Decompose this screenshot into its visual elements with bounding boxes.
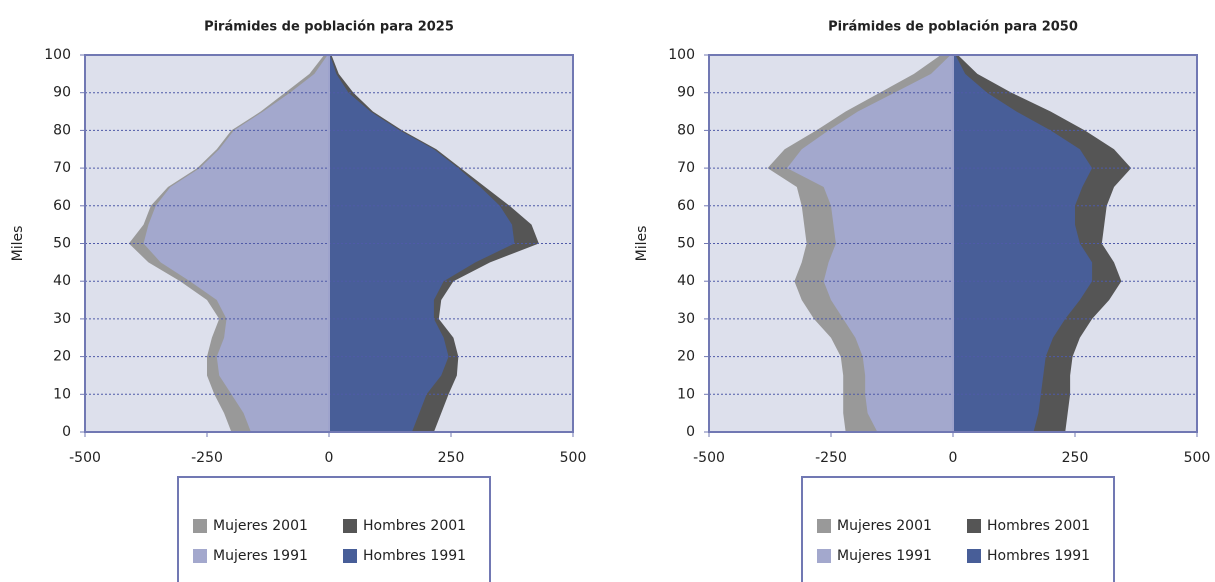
y-tick-label: 100 xyxy=(44,47,71,63)
x-tick-label: 0 xyxy=(325,450,334,466)
y-tick-label: 40 xyxy=(677,273,695,289)
x-tick-label: -500 xyxy=(693,450,725,466)
y-tick-label: 100 xyxy=(668,47,695,63)
y-tick-label: 30 xyxy=(53,311,71,327)
legend-label: Mujeres 1991 xyxy=(213,548,308,564)
y-axis-label: Miles xyxy=(634,226,650,262)
y-tick-label: 0 xyxy=(686,424,695,440)
y-tick-label: 60 xyxy=(677,198,695,214)
y-tick-label: 20 xyxy=(53,349,71,365)
y-tick-label: 40 xyxy=(53,273,71,289)
y-tick-label: 50 xyxy=(53,236,71,252)
y-tick-label: 80 xyxy=(677,122,695,138)
legend-swatch xyxy=(193,519,207,533)
y-tick-label: 0 xyxy=(62,424,71,440)
x-tick-label: -250 xyxy=(815,450,847,466)
x-tick-label: 0 xyxy=(949,450,958,466)
legend-label: Hombres 2001 xyxy=(987,518,1090,534)
y-tick-label: 90 xyxy=(677,85,695,101)
legend-swatch xyxy=(817,519,831,533)
legend-swatch xyxy=(967,519,981,533)
y-tick-label: 10 xyxy=(677,386,695,402)
y-tick-label: 70 xyxy=(677,160,695,176)
y-tick-label: 10 xyxy=(53,386,71,402)
legend-swatch xyxy=(817,549,831,563)
y-tick-label: 20 xyxy=(677,349,695,365)
y-axis-label: Miles xyxy=(10,226,26,262)
x-tick-label: 250 xyxy=(438,450,465,466)
y-tick-label: 30 xyxy=(677,311,695,327)
chart-title: Pirámides de población para 2050 xyxy=(828,20,1078,35)
legend-swatch xyxy=(967,549,981,563)
x-tick-label: 500 xyxy=(1184,450,1211,466)
legend-label: Hombres 2001 xyxy=(363,518,466,534)
population-area xyxy=(143,55,329,432)
legend-label: Mujeres 1991 xyxy=(837,548,932,564)
legend-box xyxy=(801,476,1115,582)
legend-swatch xyxy=(193,549,207,563)
legend-label: Mujeres 2001 xyxy=(837,518,932,534)
legend-swatch xyxy=(343,519,357,533)
legend-label: Hombres 1991 xyxy=(363,548,466,564)
legend-box xyxy=(177,476,491,582)
legend-swatch xyxy=(343,549,357,563)
y-tick-label: 70 xyxy=(53,160,71,176)
y-tick-label: 90 xyxy=(53,85,71,101)
y-tick-label: 50 xyxy=(677,236,695,252)
legend-label: Mujeres 2001 xyxy=(213,518,308,534)
x-tick-label: 500 xyxy=(560,450,587,466)
x-tick-label: -250 xyxy=(191,450,223,466)
legend-label: Hombres 1991 xyxy=(987,548,1090,564)
chart-title: Pirámides de población para 2025 xyxy=(204,20,454,35)
x-tick-label: -500 xyxy=(69,450,101,466)
x-tick-label: 250 xyxy=(1062,450,1089,466)
y-tick-label: 60 xyxy=(53,198,71,214)
y-tick-label: 80 xyxy=(53,122,71,138)
